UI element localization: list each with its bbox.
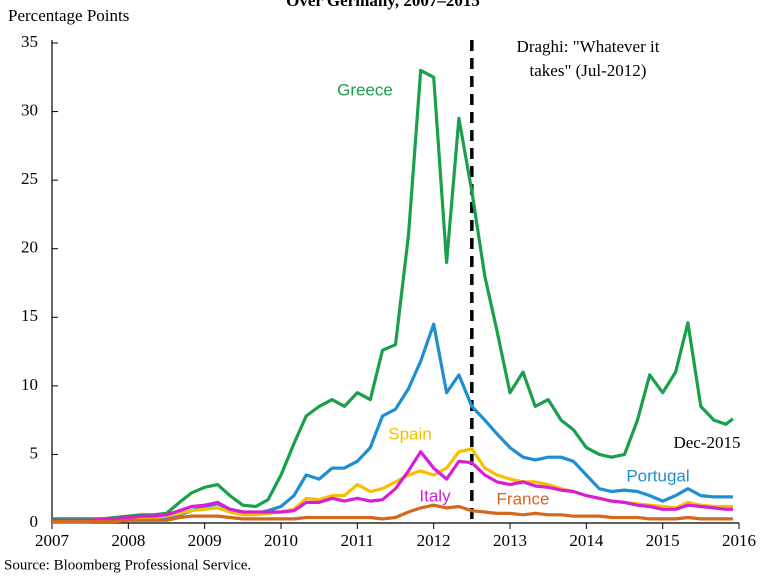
x-tick-label: 2011 xyxy=(341,531,374,550)
series-label: Spain xyxy=(388,424,431,443)
series-line xyxy=(52,450,733,522)
annotation: Dec-2015 xyxy=(673,433,740,452)
annotation: Draghi: "Whatever it xyxy=(517,37,660,56)
series-line xyxy=(52,68,734,521)
x-tick-label: 2013 xyxy=(493,531,527,550)
x-tick-label: 2012 xyxy=(417,531,451,550)
x-tick-label: 2010 xyxy=(264,531,298,550)
x-tick-label: 2007 xyxy=(35,531,70,550)
x-tick-label: 2014 xyxy=(569,531,604,550)
y-tick-label: 10 xyxy=(21,375,38,394)
x-tick-label: 2016 xyxy=(722,531,756,550)
source: Source: Bloomberg Professional Service. xyxy=(4,557,251,573)
series-label: Italy xyxy=(419,486,451,505)
y-tick-label: 30 xyxy=(21,100,38,119)
y-tick-label: 20 xyxy=(21,238,38,257)
y-tick-label: 35 xyxy=(21,32,38,51)
chart-title: Over Germany, 2007–2015 xyxy=(286,0,480,10)
y-tick-label: 25 xyxy=(21,169,38,188)
series-label: Greece xyxy=(337,80,393,99)
y-axis-label: Percentage Points xyxy=(8,6,129,25)
series-label: Portugal xyxy=(626,466,689,485)
y-tick-label: 15 xyxy=(21,306,38,325)
annotation: takes" (Jul-2012) xyxy=(530,61,647,80)
x-tick-label: 2008 xyxy=(111,531,145,550)
y-tick-label: 0 xyxy=(30,512,39,531)
x-tick-label: 2009 xyxy=(188,531,222,550)
series-line xyxy=(52,503,733,524)
series-label: France xyxy=(497,489,550,508)
x-tick-label: 2015 xyxy=(646,531,680,550)
y-tick-label: 5 xyxy=(30,443,39,462)
